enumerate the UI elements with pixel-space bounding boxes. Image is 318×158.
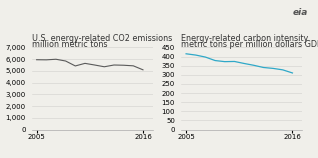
Text: Energy-related carbon intensity: Energy-related carbon intensity (181, 34, 308, 43)
Text: metric tons per million dollars GDP: metric tons per million dollars GDP (181, 40, 318, 49)
Text: million metric tons: million metric tons (32, 40, 107, 49)
Text: U.S. energy-related CO2 emissions: U.S. energy-related CO2 emissions (32, 34, 172, 43)
Text: eia: eia (293, 8, 308, 17)
